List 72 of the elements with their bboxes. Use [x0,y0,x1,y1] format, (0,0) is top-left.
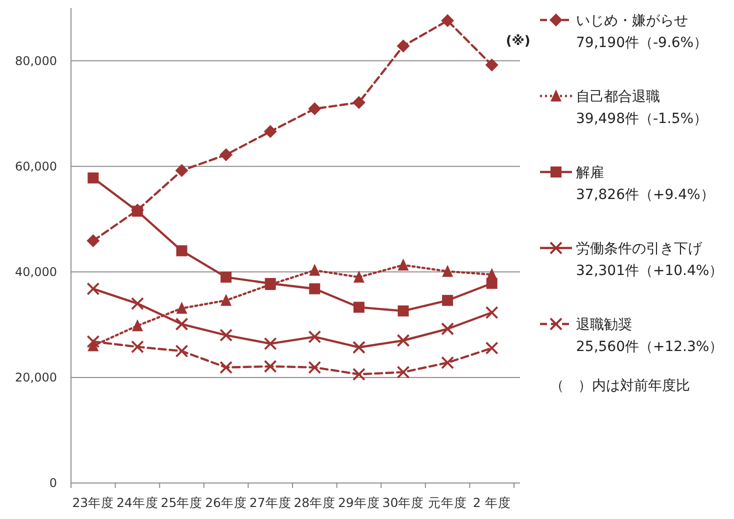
point [352,340,366,354]
y-tick-label: 0 [49,476,57,490]
text: 39,498件（-1.5%） [576,110,708,127]
point [88,172,99,184]
legend-label: 自己都合退職 [576,88,660,105]
point [132,206,143,217]
point [264,360,277,373]
annotation: (※) [506,34,530,50]
legend-label: いじめ・嫌がらせ [576,12,688,29]
point [308,360,322,374]
legend-label: 解雇 [576,164,604,181]
point [175,344,188,358]
point [220,148,233,162]
text: 79,190件（-9.6%） [576,34,708,51]
point [441,14,454,28]
point [396,334,410,347]
x-tick-label: 27年度 [249,495,292,510]
y-tick-label: 20,000 [15,370,57,385]
point [442,264,454,277]
point [264,125,277,138]
point [264,337,277,350]
text: 37,826件（+9.4%） [576,186,714,203]
point [176,302,188,314]
point [441,322,454,336]
point [86,282,100,296]
point [398,258,409,271]
legend-label: 労働条件の引き下げ [576,240,703,257]
point [175,164,188,178]
x-tick-label: 元年度 [428,495,468,510]
x-tick-label: 2 年度 [472,495,511,510]
point [442,294,454,306]
point [352,368,366,381]
point [220,328,233,342]
x-tick-label: 26年度 [205,495,248,510]
point [130,297,144,310]
text: 32,301件（+10.4%） [576,262,724,279]
point [309,264,320,276]
point [132,319,143,332]
point [353,270,364,283]
y-tick-label: 40,000 [15,265,57,280]
point [220,360,233,374]
point [130,340,144,354]
point [176,245,188,256]
text: （ ）内は対前年度比 [550,378,690,394]
x-tick-label: 29年度 [338,495,380,510]
point [485,342,498,355]
point [485,306,498,320]
text: 25,560件（+12.3%） [576,338,724,355]
x-tick-label: 24年度 [116,495,158,510]
x-tick-label: 25年度 [160,495,203,510]
point [309,283,320,294]
point [396,366,410,379]
point [86,234,100,248]
point [308,330,322,344]
point [396,40,410,52]
x-tick-label: 30年度 [382,495,424,510]
point [220,294,232,306]
point [398,305,409,316]
point [353,302,364,313]
point [308,102,322,116]
point [441,356,454,370]
point [220,272,232,283]
y-tick-label: 80,000 [15,54,57,68]
point [175,318,188,331]
point [352,96,366,109]
point [485,58,498,72]
legend-label: 退職勧奨 [576,316,632,333]
x-tick-label: 23年度 [72,495,114,510]
x-tick-label: 28年度 [294,495,336,510]
y-tick-label: 60,000 [15,160,57,174]
point [486,278,498,289]
point [86,335,100,348]
